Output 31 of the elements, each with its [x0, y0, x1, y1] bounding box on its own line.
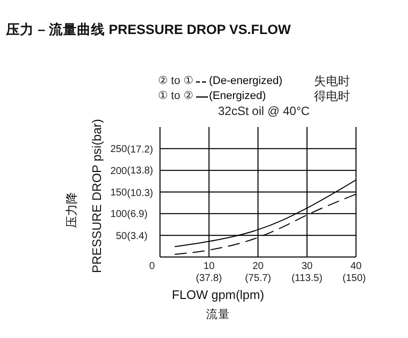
y2-tick-label: (13.8): [127, 166, 154, 177]
x-tick-label: 30: [301, 261, 313, 272]
text: ② to ①: [158, 74, 194, 89]
x-axis-title: FLOW gpm(lpm): [170, 288, 266, 302]
text: 32cSt oil @ 40°C: [217, 104, 311, 119]
x-tick-label: 20: [252, 261, 264, 272]
text: 得电时: [314, 89, 350, 104]
y-axis-title: PRESSURE DROP psi(bar): [90, 119, 104, 273]
y2-tick-label: (17.2): [127, 144, 154, 156]
y-tick-label: 100: [110, 209, 128, 220]
x2-tick-label: (150): [342, 273, 366, 284]
y-tick-label: 150: [110, 188, 128, 198]
x2-tick-label: (37.8): [196, 273, 222, 284]
text: 压力降: [64, 192, 80, 228]
y-tick-label: 250: [110, 144, 128, 156]
x2-tick-label: (113.5): [291, 273, 322, 284]
legend-label: (Energized): [209, 89, 267, 104]
y2-tick-label: (3.4): [127, 231, 148, 242]
y-tick-label: 200: [110, 166, 128, 177]
text: 失电时: [314, 74, 350, 89]
y-tick-label: 50: [116, 230, 128, 242]
x-tick-label: 10: [203, 261, 215, 272]
y2-tick-label: (10.3): [127, 188, 154, 199]
text: 流量: [205, 307, 231, 322]
x-tick-label: 0: [149, 261, 156, 272]
text: ① to ②: [158, 89, 194, 104]
x-tick-label: 40: [350, 261, 362, 272]
x2-tick-label: (75.7): [244, 273, 272, 284]
y2-tick-label: (6.9): [127, 209, 148, 220]
chart-title: 压力 – 流量曲线 PRESSURE DROP VS.FLOW: [6, 21, 291, 39]
legend-label: (De-energized): [209, 74, 284, 89]
